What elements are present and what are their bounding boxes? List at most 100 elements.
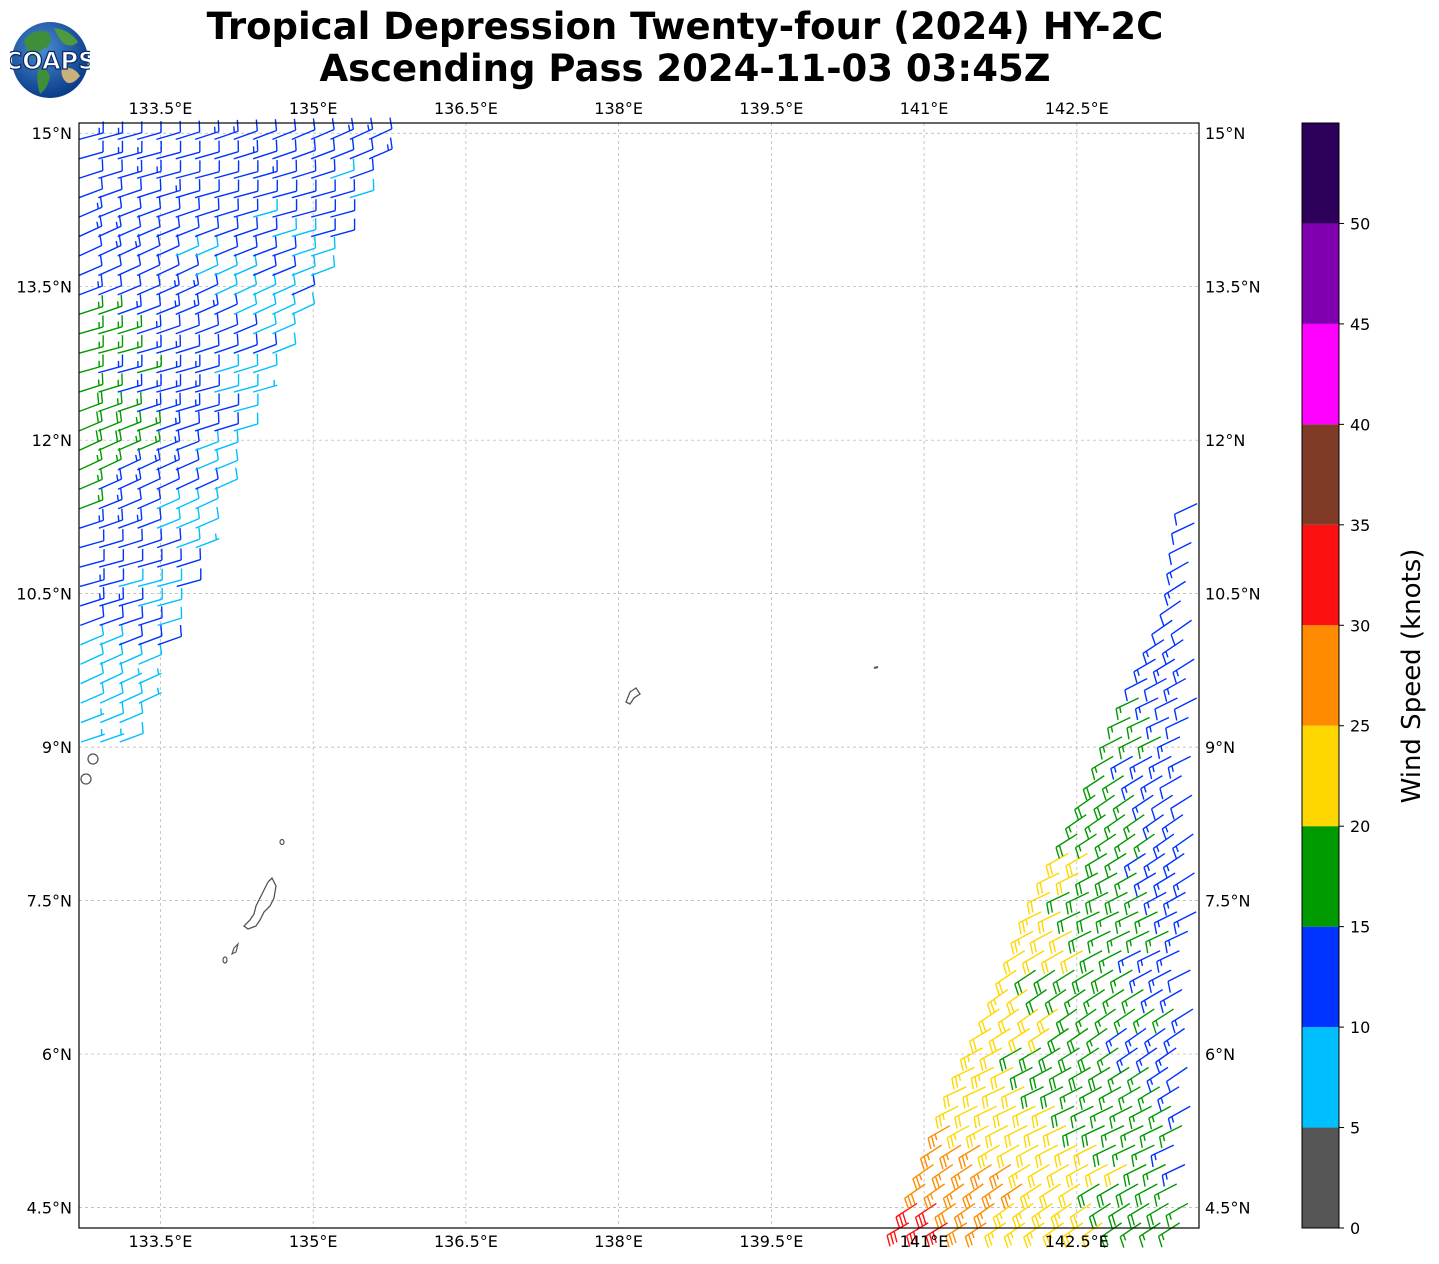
wind-barb: [1145, 716, 1170, 740]
wind-barb: [310, 179, 336, 199]
page-subtitle: Ascending Pass 2024-11-03 03:45Z: [319, 47, 1051, 90]
wind-barb: [176, 548, 202, 568]
wind-barb: [1117, 950, 1142, 974]
lon-tick-label-top: 139.5°E: [739, 99, 803, 118]
wind-barb: [1071, 969, 1095, 995]
wind-barb: [157, 606, 183, 627]
colorbar-bin: [1302, 926, 1339, 1028]
lon-tick-label-top: 136.5°E: [434, 99, 498, 118]
wind-barb: [1105, 1027, 1127, 1054]
coastlines: [80, 666, 879, 964]
wind-barb: [919, 1144, 943, 1170]
wind-barb: [1050, 1105, 1075, 1129]
lat-tick-label-right: 15°N: [1205, 124, 1245, 143]
wind-barb: [1128, 1105, 1152, 1130]
wind-barb: [78, 391, 104, 413]
wind-barb: [80, 681, 105, 704]
wind-barb: [136, 314, 162, 335]
wind-barb: [1142, 639, 1165, 665]
wind-barb: [1170, 619, 1193, 646]
wind-barb: [1146, 1066, 1169, 1093]
wind-barb: [1173, 911, 1197, 935]
wind-barb: [98, 467, 123, 490]
wind-barb: [194, 140, 220, 160]
wind-barb: [1123, 891, 1148, 916]
wind-barb: [137, 507, 162, 529]
wind-barb: [1094, 872, 1118, 897]
lat-tick-label-left: 7.5°N: [27, 892, 72, 911]
wind-barb: [1035, 872, 1060, 896]
lon-tick-label-bottom: 138°E: [594, 1232, 643, 1251]
wind-barb: [252, 217, 278, 238]
wind-barb: [1124, 1027, 1147, 1054]
wind-barb: [1038, 1047, 1061, 1073]
wind-barb: [1121, 989, 1144, 1014]
wind-barb: [1023, 1222, 1045, 1249]
wind-barb: [310, 255, 336, 277]
lat-tick-label-right: 13.5°N: [1205, 278, 1261, 297]
wind-barb: [951, 1066, 975, 1090]
lat-tick-label-left: 6°N: [42, 1045, 72, 1064]
wind-barb: [272, 139, 297, 160]
wind-barb: [214, 179, 240, 199]
wind-barb: [233, 119, 258, 141]
wind-barb: [272, 118, 297, 141]
wind-barb: [1171, 1008, 1194, 1034]
wind-barb: [1118, 736, 1142, 760]
wind-barb: [175, 197, 201, 218]
wind-barb: [272, 332, 297, 354]
wind-barb: [1148, 1105, 1172, 1130]
wind-barb: [79, 467, 103, 490]
wind-barb: [1165, 716, 1189, 740]
wind-barb: [1137, 1086, 1161, 1111]
wind-barb: [98, 488, 123, 510]
wind-barb: [80, 661, 105, 685]
wind-barb: [954, 1105, 978, 1129]
lat-tick-label-left: 9°N: [42, 738, 72, 757]
wind-barb: [117, 373, 143, 393]
wind-barb: [214, 467, 239, 490]
wind-barb: [78, 177, 104, 199]
wind-barb: [272, 179, 298, 199]
wind-barb: [1090, 969, 1114, 994]
map-gridlines: [79, 123, 1199, 1228]
wind-barb: [175, 140, 201, 160]
wind-barb: [214, 412, 240, 432]
wind-barb: [310, 236, 336, 257]
wind-barb: [895, 1202, 918, 1229]
wind-barb: [1040, 950, 1064, 975]
wind-barb: [1074, 794, 1096, 821]
wind-barb: [291, 218, 317, 238]
wind-barb: [175, 411, 201, 432]
wind-barb: [291, 138, 317, 160]
wind-barb: [1101, 775, 1124, 801]
wind-barb: [984, 1222, 1006, 1248]
wind-barb: [1143, 852, 1166, 879]
wind-barb: [1131, 794, 1154, 821]
colorbar-tick-label: 20: [1350, 817, 1370, 836]
wind-barb: [252, 254, 277, 277]
wind-barb: [78, 121, 104, 141]
wind-barb: [291, 292, 316, 315]
lon-tick-label-bottom: 135°E: [289, 1232, 338, 1251]
wind-barb: [194, 216, 220, 238]
wind-barb: [78, 295, 104, 315]
wind-barb: [1083, 989, 1105, 1015]
wind-barb: [79, 529, 105, 549]
lat-tick-label-right: 7.5°N: [1205, 892, 1250, 911]
wind-barb: [98, 391, 123, 413]
wind-barb: [78, 428, 103, 452]
wind-barb: [1045, 852, 1069, 877]
wind-barb: [99, 568, 125, 588]
wind-barb: [99, 549, 125, 568]
wind-barb: [1162, 852, 1185, 879]
wind-barb: [1060, 950, 1084, 975]
wind-barb: [78, 315, 104, 335]
wind-barb: [1120, 1125, 1144, 1148]
wind-barb: [349, 137, 374, 160]
wind-barb: [117, 196, 142, 218]
wind-barb: [1167, 755, 1191, 779]
wind-barb: [1132, 1008, 1155, 1034]
wind-barb: [984, 1125, 1009, 1149]
wind-barb: [156, 354, 182, 374]
